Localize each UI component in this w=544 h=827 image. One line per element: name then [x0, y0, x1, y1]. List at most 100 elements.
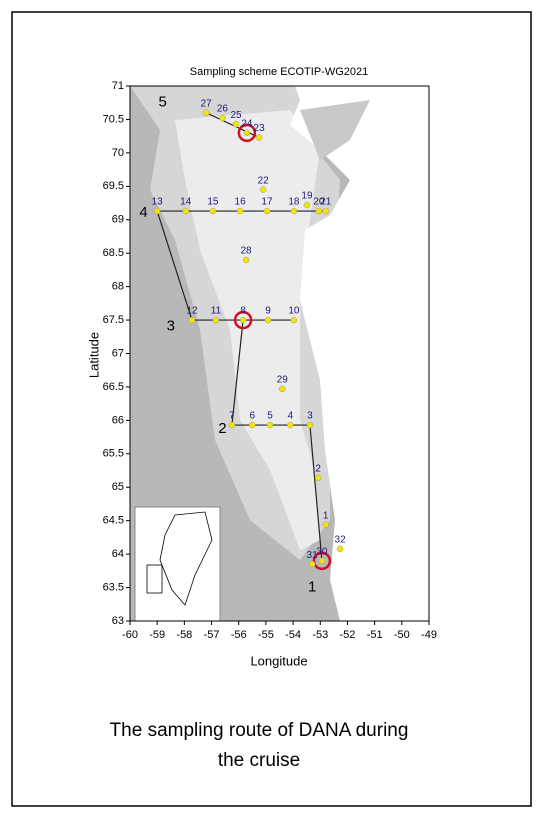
station-label: 23: [254, 123, 266, 134]
station-label: 30: [316, 546, 328, 557]
station: [263, 207, 271, 215]
highlight-ring: [233, 310, 253, 330]
x-tick-label: -49: [421, 629, 437, 641]
y-tick-label: 67.5: [103, 314, 124, 326]
station-label: 27: [201, 98, 213, 109]
inset-greenland: [159, 511, 213, 606]
station: [315, 207, 323, 215]
chart-title: Sampling scheme ECOTIP-WG2021: [190, 66, 369, 78]
station-label: 6: [250, 411, 256, 422]
station-label: 14: [180, 197, 192, 208]
station-label: 22: [258, 175, 270, 186]
y-tick-label: 71: [112, 80, 124, 92]
inset-extent: [146, 564, 163, 594]
y-tick-label: 63: [112, 615, 124, 627]
station-label: 4: [288, 411, 294, 422]
station: [153, 207, 161, 215]
map-plot: [129, 85, 430, 622]
station: [182, 207, 189, 215]
x-tick-label: -53: [312, 629, 328, 641]
station-label: 9: [265, 306, 271, 317]
station-label: 5: [267, 411, 273, 422]
station: [255, 134, 263, 141]
station-label: 32: [335, 534, 347, 545]
station-label: 24: [241, 118, 253, 129]
region-label: 5: [158, 94, 166, 111]
x-tick-label: -56: [231, 629, 247, 641]
station-label: 10: [288, 306, 300, 317]
highlight-ring: [237, 123, 257, 143]
route-line: [231, 319, 244, 426]
station-label: 13: [152, 197, 164, 208]
x-tick-label: -58: [176, 629, 192, 641]
y-tick-label: 65: [112, 481, 124, 493]
station-label: 11: [211, 306, 222, 317]
station-label: 12: [186, 306, 198, 317]
station-label: 2: [315, 464, 321, 475]
station: [290, 207, 298, 215]
y-tick-label: 65.5: [103, 448, 124, 460]
station: [322, 207, 329, 215]
route-line: [309, 425, 323, 561]
y-tick-label: 69: [112, 214, 124, 226]
station: [209, 207, 217, 215]
fjord: [300, 100, 370, 160]
caption-line: The sampling route of DANA during: [110, 720, 409, 741]
x-tick-label: -50: [394, 629, 410, 641]
station: [219, 114, 226, 122]
y-axis-label: Latitude: [86, 332, 101, 378]
station-label: 17: [261, 197, 273, 208]
station: [243, 129, 251, 137]
station: [188, 316, 196, 324]
y-tick-label: 68: [112, 281, 124, 293]
station-label: 29: [277, 375, 289, 386]
station: [303, 201, 311, 209]
caption-line: the cruise: [218, 750, 300, 771]
station: [249, 421, 256, 429]
y-tick-label: 63.5: [103, 581, 124, 593]
station: [242, 256, 250, 264]
station-label: 19: [301, 191, 313, 202]
x-tick-label: -51: [367, 629, 383, 641]
land: [290, 86, 429, 621]
y-tick-label: 66.5: [103, 381, 124, 393]
y-tick-label: 67: [112, 347, 124, 359]
station: [287, 421, 294, 429]
station-label: 15: [207, 197, 219, 208]
station: [314, 474, 322, 482]
x-tick-label: -55: [258, 629, 274, 641]
station-label: 7: [229, 411, 235, 422]
x-tick-label: -57: [204, 629, 220, 641]
station: [308, 560, 316, 568]
station: [212, 316, 220, 324]
y-tick-label: 70: [112, 147, 124, 159]
route-line: [205, 112, 260, 139]
station: [322, 521, 329, 528]
station-label: 26: [217, 104, 229, 115]
station-label: 1: [323, 510, 329, 521]
station-label: 31: [307, 550, 319, 561]
station-label: 20: [313, 197, 325, 208]
station-label: 21: [320, 197, 332, 208]
route-line: [156, 210, 193, 321]
station: [228, 421, 236, 429]
station: [266, 421, 274, 429]
region-label: 4: [139, 204, 147, 221]
y-tick-label: 64: [112, 548, 124, 560]
banks: [175, 110, 320, 550]
station: [306, 421, 314, 429]
station: [318, 557, 326, 565]
region-label: 3: [167, 318, 175, 335]
region-label: 2: [218, 420, 226, 437]
station: [232, 120, 240, 128]
station-label: 28: [241, 246, 253, 257]
station: [278, 385, 286, 393]
station-label: 3: [307, 411, 313, 422]
station-label: 18: [288, 197, 300, 208]
x-tick-label: -54: [285, 629, 301, 641]
station-label: 25: [230, 110, 242, 121]
station: [259, 186, 267, 193]
y-tick-label: 66: [112, 414, 124, 426]
x-tick-label: -60: [122, 629, 138, 641]
